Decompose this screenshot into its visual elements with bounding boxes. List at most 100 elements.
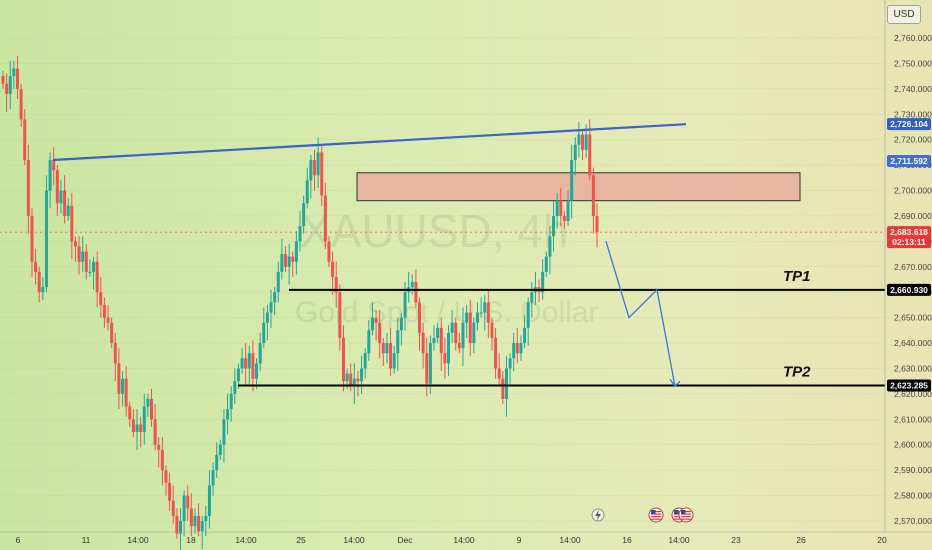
candle-body <box>63 190 67 216</box>
time-axis[interactable]: 6 11 14:00 18 14:00 25 14:00 Dec 14:00 9 14:00 16 14… <box>0 531 932 545</box>
price-tag-value: 2,623.285 <box>890 381 928 391</box>
candle-body <box>229 393 233 410</box>
candle-body <box>88 271 92 273</box>
candle-body <box>316 152 320 176</box>
y-tick-label: 2,740.000 <box>894 84 932 94</box>
candle-body <box>497 368 501 379</box>
projection-arrowhead <box>669 378 681 388</box>
candle-body <box>302 203 306 227</box>
candle-body <box>142 406 146 433</box>
projection-path <box>605 241 676 387</box>
candle-body <box>562 215 566 222</box>
candle-body <box>468 312 472 344</box>
candle-body <box>512 343 516 359</box>
candle-body <box>222 419 226 445</box>
candle-body <box>84 251 88 272</box>
candle-body <box>265 312 269 323</box>
candle-body <box>77 246 81 262</box>
flag-stripe <box>651 511 661 513</box>
candle-body <box>193 515 197 527</box>
y-tick-label: 2,620.000 <box>894 389 932 399</box>
price-tag-box <box>887 155 931 168</box>
candle-body <box>486 302 490 323</box>
price-tag-value: 2,726.104 <box>890 119 928 129</box>
candle-body <box>128 406 132 420</box>
candle-body <box>573 144 577 161</box>
event-markers[interactable] <box>591 507 694 523</box>
candle-body <box>171 500 175 516</box>
candle-body <box>399 317 403 331</box>
candle-body <box>403 292 407 318</box>
candle-body <box>548 236 552 257</box>
candle-body <box>367 330 371 354</box>
candle-body <box>44 190 48 288</box>
x-tick-label: 20 <box>877 535 887 545</box>
candles <box>1 55 599 550</box>
candle-body <box>160 449 164 471</box>
x-tick-label: 23 <box>731 535 741 545</box>
x-tick-label: Dec <box>397 535 413 545</box>
candle-body <box>92 261 96 272</box>
candle-body <box>81 251 85 262</box>
candle-body <box>131 419 135 433</box>
candle-body <box>570 160 574 201</box>
x-tick-label: 25 <box>296 535 306 545</box>
candle-body <box>218 444 222 455</box>
candle-body <box>178 521 182 534</box>
resistance-zone[interactable] <box>356 172 801 202</box>
candle-body <box>443 353 447 364</box>
price-tag-value: 2,660.930 <box>890 285 928 295</box>
candle-body <box>305 180 309 204</box>
candle-body <box>207 485 211 516</box>
candle-body <box>95 261 99 293</box>
flag-stripe <box>674 511 684 513</box>
candle-body <box>479 312 483 314</box>
candle-body <box>280 254 284 272</box>
x-tick-label: 9 <box>517 535 522 545</box>
candle-body <box>99 292 103 305</box>
candle-body <box>37 271 41 293</box>
x-tick-label: 18 <box>186 535 196 545</box>
price-tag-box <box>887 379 931 392</box>
candle-body <box>15 68 19 89</box>
flag-stripe <box>651 513 661 515</box>
candle-body <box>504 368 508 399</box>
candle-body <box>226 409 230 420</box>
candle-body <box>19 88 23 120</box>
candle-body <box>454 322 458 344</box>
candle-body <box>34 261 38 272</box>
candle-body <box>349 373 353 387</box>
candle-body <box>530 292 534 303</box>
candle-body <box>327 241 331 262</box>
y-tick-label: 2,640.000 <box>894 338 932 348</box>
candle-body <box>106 317 110 323</box>
candle-body <box>255 363 259 379</box>
candle-body <box>428 343 432 384</box>
candle-body <box>320 152 324 196</box>
candle-body <box>389 343 393 369</box>
x-tick-label: 14:00 <box>235 535 257 545</box>
price-axis[interactable]: 2,570.000 2,580.000 2,590.000 2,600.000 2,61… <box>884 0 932 532</box>
candle-body <box>12 68 16 77</box>
candle-body <box>519 343 523 354</box>
candle-body <box>5 83 9 94</box>
drawings[interactable]: TP1 TP2 <box>0 123 885 388</box>
flag-stripe <box>681 518 691 520</box>
candle-body <box>436 327 440 338</box>
candle-body <box>392 353 396 369</box>
candle-body <box>244 358 248 369</box>
currency-button[interactable]: USD <box>887 5 921 24</box>
candle-body <box>341 337 345 382</box>
candle-body <box>475 312 479 323</box>
candle-body <box>258 343 262 364</box>
candle-body <box>73 241 77 247</box>
y-tick-label: 2,720.000 <box>894 135 932 145</box>
candle-body <box>595 215 599 233</box>
candle-body <box>465 312 469 323</box>
candle-body <box>418 302 422 333</box>
candle-body <box>432 337 436 344</box>
price-tag-box <box>887 283 931 296</box>
candle-body <box>168 482 172 501</box>
